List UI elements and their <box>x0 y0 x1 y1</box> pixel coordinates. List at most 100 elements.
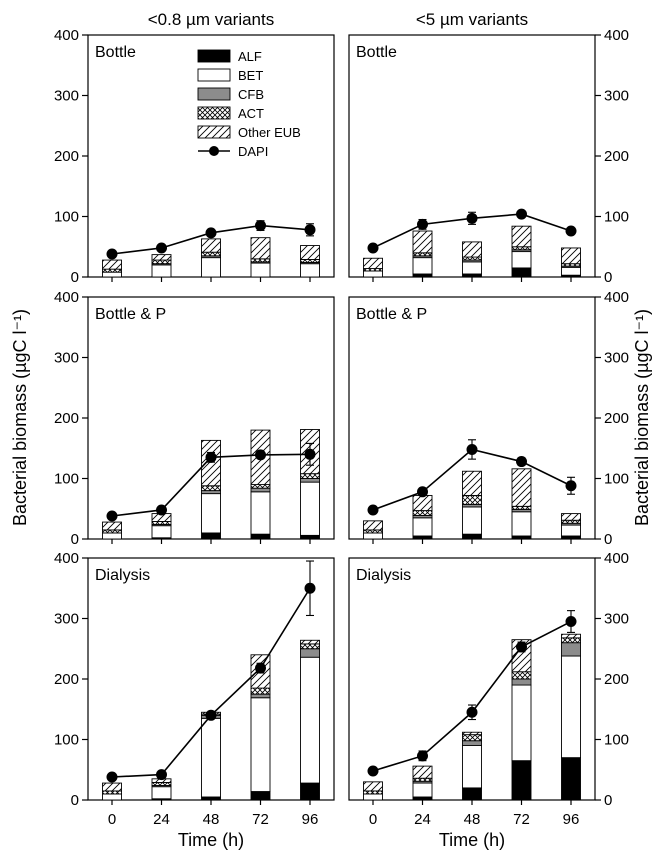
y-tick-label: 200 <box>604 671 629 688</box>
bar-segment-bet <box>250 262 271 278</box>
legend-swatch-act <box>197 106 231 120</box>
bar-segment-act <box>102 529 122 534</box>
dapi-point <box>565 480 577 492</box>
panel-label: Bottle <box>356 44 397 61</box>
y-tick-label: 300 <box>54 350 79 367</box>
bar-segment-act <box>300 643 320 650</box>
bar-segment-alf <box>300 534 320 540</box>
bar-segment-bet <box>201 493 221 534</box>
legend-swatch-eub <box>197 125 231 139</box>
dapi-point <box>417 486 428 498</box>
dapi-point <box>516 208 527 220</box>
y-tick-label: 200 <box>54 410 79 427</box>
dapi-point <box>205 451 217 463</box>
bar-segment-act <box>511 246 532 251</box>
legend-label-dapi: DAPI <box>238 144 268 159</box>
bar-segment-bet <box>412 782 433 798</box>
bar-segment-eub <box>363 520 383 531</box>
bar-segment-cfb <box>511 678 532 686</box>
y-tick-label: 300 <box>54 611 79 628</box>
bar-segment-bet <box>363 270 383 278</box>
bar-segment-act <box>561 519 581 524</box>
bar-segment-alf <box>462 787 482 801</box>
y-tick-label: 100 <box>54 732 79 749</box>
dapi-point <box>156 769 167 781</box>
bar-segment-alf <box>511 267 532 278</box>
y-tick-label: 0 <box>71 792 79 809</box>
bar-segment-eub <box>412 494 433 512</box>
bar-segment-act <box>412 777 433 782</box>
dapi-point <box>106 510 118 522</box>
panel-label: Bottle & P <box>95 306 166 323</box>
bar-segment-act <box>511 671 532 680</box>
legend-label-cfb: CFB <box>238 87 264 102</box>
bar-segment-bet <box>511 511 532 537</box>
bar-segment-bet <box>412 257 433 275</box>
bar-segment-eub <box>363 781 383 792</box>
x-tick-label: 72 <box>513 811 530 828</box>
bar-segment-eub <box>151 254 172 261</box>
y-tick-label: 400 <box>604 289 629 306</box>
dapi-point <box>466 706 478 718</box>
bar-segment-eub <box>250 237 271 260</box>
y-tick-label: 0 <box>604 269 612 286</box>
bar-segment-eub <box>201 238 221 253</box>
panel-label: Bottle <box>95 44 136 61</box>
bar-segment-act <box>102 790 122 795</box>
dapi-point <box>367 242 379 254</box>
y-tick-label: 400 <box>54 550 79 567</box>
bar-segment-cfb <box>300 648 320 658</box>
y-tick-label: 100 <box>604 732 629 749</box>
bar-segment-alf <box>412 796 433 801</box>
bar-segment-act <box>462 734 482 742</box>
dapi-point <box>106 771 118 783</box>
bar-segment-eub <box>561 247 581 265</box>
bar-segment-act <box>462 494 482 505</box>
bar-segment-eub <box>201 439 221 487</box>
bar-segment-bet <box>462 261 482 275</box>
bar-segment-bet <box>102 532 122 540</box>
bar-segment-act <box>250 687 271 695</box>
legend-swatch-alf <box>197 49 231 63</box>
bar-segment-eub <box>511 468 532 507</box>
bar-segment-bet <box>250 491 271 535</box>
column-title: <5 µm variants <box>416 10 528 29</box>
bar-segment-eub <box>462 241 482 258</box>
bar-segment-bet <box>561 266 581 276</box>
panel-label: Bottle & P <box>356 306 427 323</box>
dapi-point <box>466 212 478 224</box>
panel-label: Dialysis <box>356 567 411 584</box>
x-tick-label: 24 <box>153 811 170 828</box>
y-tick-label: 100 <box>54 209 79 226</box>
dapi-point <box>516 641 527 653</box>
bar-segment-alf <box>250 791 271 801</box>
bar-segment-eub <box>462 731 482 736</box>
legend-swatch-cfb <box>197 87 231 101</box>
bar-segment-bet <box>363 532 383 540</box>
bar-segment-eub <box>102 782 122 792</box>
y-tick-label: 300 <box>604 611 629 628</box>
bar-segment-bet <box>151 786 172 800</box>
bar-segment-bet <box>102 793 122 801</box>
dapi-point <box>205 227 217 239</box>
bar-segment-act <box>250 484 271 489</box>
bar-segment-eub <box>462 470 482 496</box>
x-tick-label: 0 <box>108 811 116 828</box>
y-tick-label: 300 <box>54 88 79 105</box>
bar-segment-alf <box>201 796 221 801</box>
bar-segment-alf <box>511 535 532 540</box>
bar-segment-cfb <box>250 693 271 699</box>
y-tick-label: 400 <box>604 550 629 567</box>
bar-segment-cfb <box>250 487 271 493</box>
bar-segment-act <box>250 258 271 263</box>
bar-segment-act <box>151 782 172 786</box>
x-tick-label: 24 <box>414 811 431 828</box>
legend-swatch-bet <box>197 68 231 82</box>
bar-segment-bet <box>201 257 221 278</box>
dapi-point <box>304 448 316 460</box>
bar-segment-bet <box>462 745 482 789</box>
bar-segment-eub <box>300 245 320 260</box>
bar-segment-alf <box>462 273 482 278</box>
y-tick-label: 400 <box>54 289 79 306</box>
